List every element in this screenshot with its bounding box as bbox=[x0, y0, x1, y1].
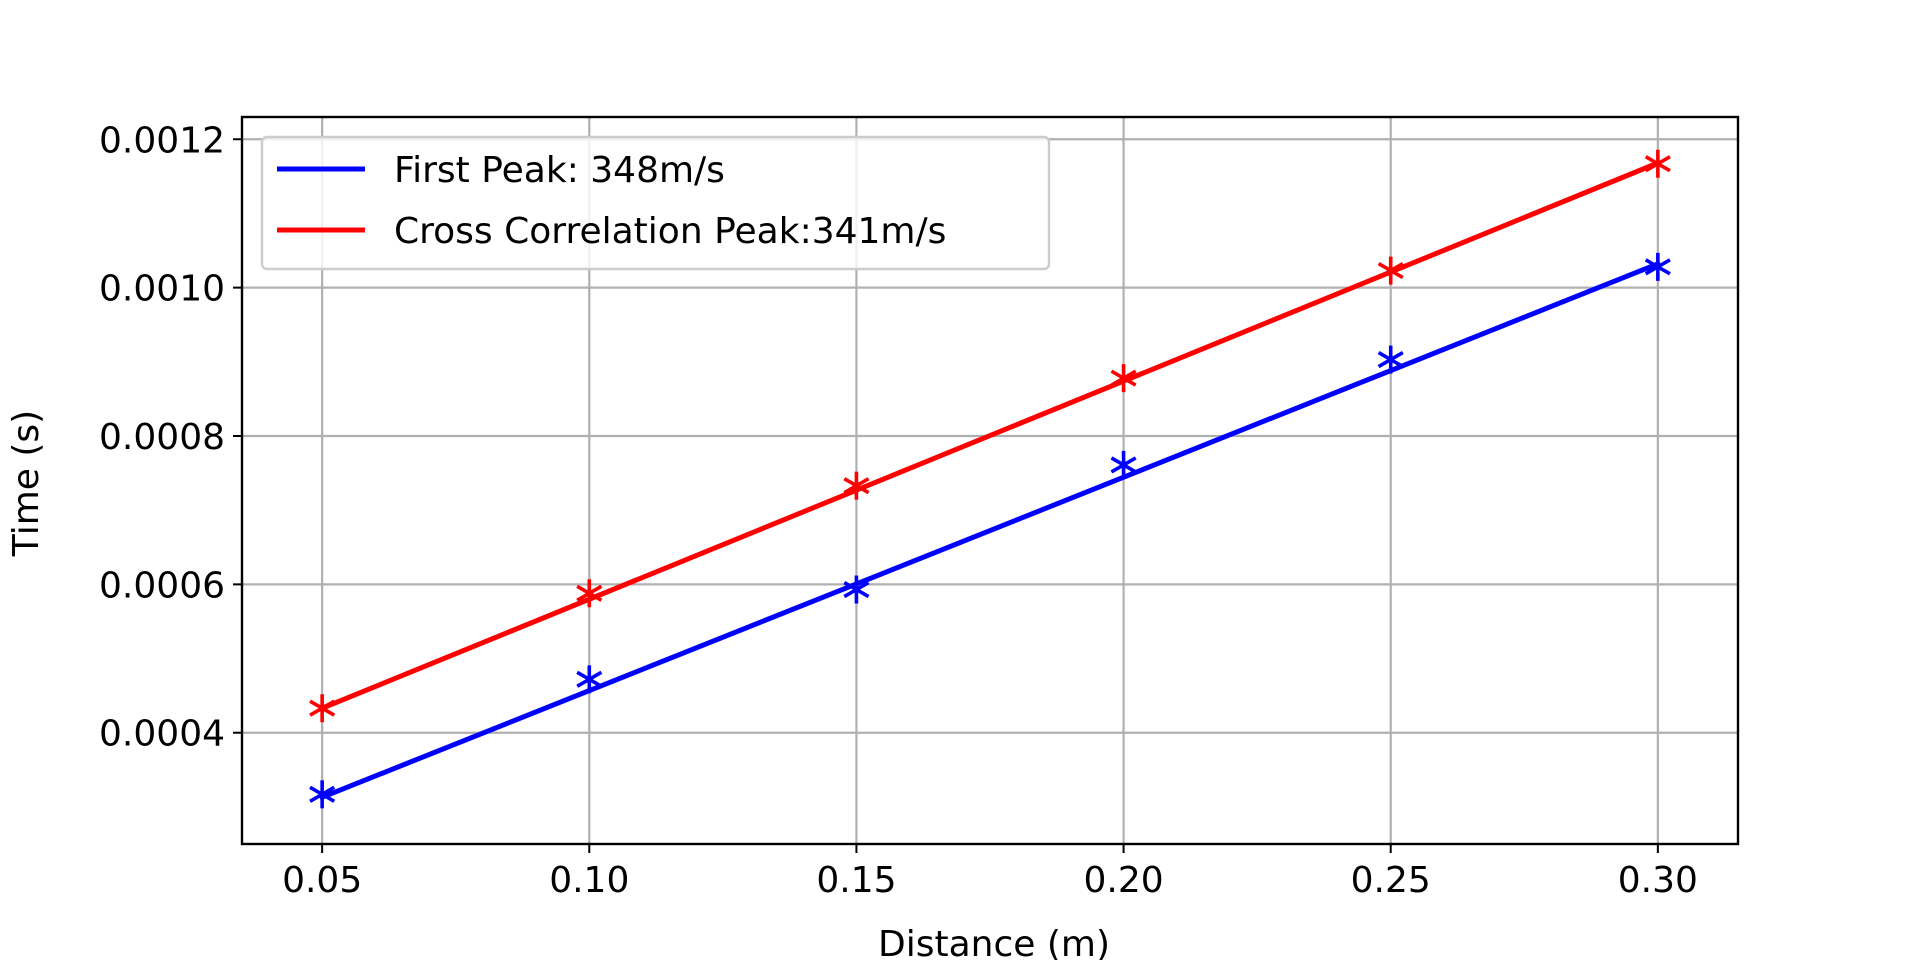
series-2 bbox=[309, 149, 1671, 723]
x-axis-label: Distance (m) bbox=[878, 924, 1110, 960]
asterisk-marker bbox=[309, 694, 336, 723]
legend-item: Cross Correlation Peak:341m/s bbox=[277, 211, 946, 252]
asterisk-marker bbox=[843, 471, 870, 500]
asterisk-marker bbox=[1377, 345, 1404, 374]
asterisk-marker bbox=[1644, 252, 1671, 281]
x-tick-label: 0.30 bbox=[1618, 860, 1698, 901]
legend-box bbox=[260, 135, 1051, 271]
asterisk-marker bbox=[576, 579, 603, 608]
asterisk-marker bbox=[843, 575, 870, 604]
asterisk-marker bbox=[1110, 364, 1137, 393]
legend: First Peak: 348m/s Cross Correlation Peak… bbox=[260, 135, 1051, 271]
asterisk-marker bbox=[1644, 149, 1671, 178]
asterisk-marker bbox=[1110, 450, 1137, 479]
y-tick-label: 0.0010 bbox=[99, 269, 225, 310]
x-tick-label: 0.25 bbox=[1351, 860, 1431, 901]
plot-frame bbox=[240, 115, 1740, 846]
x-axis: 0.05 0.10 0.15 0.20 0.25 0.30 bbox=[282, 844, 1698, 901]
asterisk-marker bbox=[576, 665, 603, 694]
x-tick-label: 0.15 bbox=[816, 860, 896, 901]
x-tick-label: 0.05 bbox=[282, 860, 362, 901]
plot-area bbox=[309, 149, 1671, 809]
asterisk-marker bbox=[1377, 256, 1404, 285]
series-line bbox=[318, 159, 1662, 712]
legend-item: First Peak: 348m/s bbox=[277, 150, 725, 191]
x-tick-label: 0.20 bbox=[1083, 860, 1163, 901]
legend-label: Cross Correlation Peak:341m/s bbox=[394, 211, 946, 252]
series-1 bbox=[309, 252, 1671, 809]
legend-label: First Peak: 348m/s bbox=[394, 150, 725, 191]
y-tick-label: 0.0006 bbox=[99, 565, 225, 606]
y-axis-label: Time (s) bbox=[6, 410, 47, 557]
y-tick-label: 0.0012 bbox=[99, 120, 225, 161]
series-line bbox=[318, 260, 1662, 801]
y-tick-label: 0.0004 bbox=[99, 714, 225, 755]
asterisk-marker bbox=[309, 780, 336, 809]
y-axis: 0.0004 0.0006 0.0008 0.0010 0.0012 bbox=[99, 120, 242, 755]
y-tick-label: 0.0008 bbox=[99, 417, 225, 458]
x-tick-label: 0.10 bbox=[549, 860, 629, 901]
